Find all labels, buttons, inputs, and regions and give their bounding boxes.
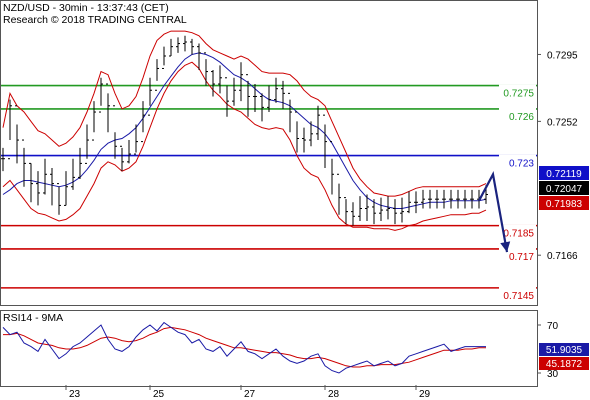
- level-label: 0.726: [509, 112, 534, 123]
- bollinger-upper-line: [2, 30, 487, 197]
- price-y-tick-label: 0.7166: [547, 251, 578, 262]
- level-label: 0.7275: [503, 89, 534, 100]
- projection-arrow-line: [478, 170, 509, 253]
- level-label: 0.723: [509, 159, 534, 170]
- chart-subtitle: Research © 2018 TRADING CENTRAL: [3, 14, 187, 26]
- x-axis-tick-label: 28: [328, 389, 340, 400]
- price-panel-border: [0, 0, 538, 306]
- level-label-bg: [499, 154, 536, 168]
- x-axis-tick-label: 25: [153, 389, 165, 400]
- price-badge-current: [539, 181, 589, 195]
- rsi-badge-label: 51.9035: [546, 345, 583, 356]
- rsi-y-tick-label: 70: [547, 321, 559, 332]
- rsi-y-tick-label: 30: [547, 369, 559, 380]
- x-axis-tick-label: 23: [69, 389, 81, 400]
- price-badge-label: 0.71983: [546, 199, 583, 210]
- price-badge-upper: [539, 166, 589, 180]
- rsi-panel-label: RSI14 - 9MA: [3, 312, 63, 324]
- price-badge-lower: [539, 196, 589, 210]
- rsi-ma-line: [3, 326, 486, 368]
- level-label-bg: [499, 224, 536, 238]
- price-y-tick-label: 0.7252: [547, 117, 578, 128]
- x-axis-tick-label: 27: [244, 389, 256, 400]
- rsi-panel-border: [0, 310, 538, 387]
- level-label-bg: [499, 84, 536, 98]
- rsi-badge-ma: [539, 357, 589, 370]
- level-label: 0.7185: [503, 229, 534, 240]
- level-label-bg: [499, 247, 536, 261]
- level-label-bg: [499, 286, 536, 300]
- price-badge-label: 0.72047: [546, 184, 583, 195]
- bollinger-lower-line: [2, 61, 487, 231]
- price-y-tick-label: 0.7295: [547, 50, 578, 61]
- level-label-bg: [499, 107, 536, 121]
- x-axis-tick-label: 29: [419, 389, 431, 400]
- moving-average-line: [2, 52, 487, 209]
- rsi-badge-rsi: [539, 343, 589, 356]
- rsi-panel: 70 30 51.9035 45.1872: [0, 310, 589, 387]
- price-panel: 0.7295 0.7252 0.7166 0.7275 0.726 0.723 0.7185…: [0, 0, 589, 306]
- price-badge-label: 0.72119: [546, 169, 582, 180]
- rsi-badge-label: 45.1872: [546, 359, 583, 370]
- chart-title: NZD/USD - 30min - 13:37:43 (CET): [3, 2, 169, 14]
- projection-arrowhead: [500, 241, 511, 253]
- level-label: 0.7145: [503, 291, 534, 302]
- level-label: 0.717: [509, 252, 534, 263]
- rsi-line: [2, 321, 486, 374]
